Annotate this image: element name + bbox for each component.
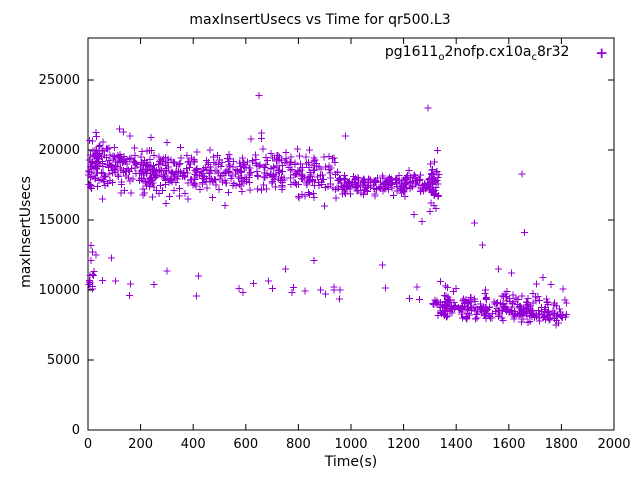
svg-text:400: 400 bbox=[181, 437, 206, 452]
svg-text:1600: 1600 bbox=[492, 437, 525, 452]
svg-text:800: 800 bbox=[286, 437, 311, 452]
svg-text:1200: 1200 bbox=[387, 437, 420, 452]
svg-text:5000: 5000 bbox=[47, 353, 80, 368]
chart-title: maxInsertUsecs vs Time for qr500.L3 bbox=[189, 12, 451, 28]
svg-text:0: 0 bbox=[72, 423, 80, 438]
legend-label: pg1611o2nofp.cx10ac8r32 bbox=[384, 44, 570, 63]
svg-text:1400: 1400 bbox=[440, 437, 473, 452]
svg-text:15000: 15000 bbox=[39, 213, 80, 228]
svg-text:25000: 25000 bbox=[39, 73, 80, 88]
svg-text:600: 600 bbox=[233, 437, 258, 452]
svg-text:200: 200 bbox=[128, 437, 153, 452]
y-axis-label: maxInsertUsecs bbox=[18, 176, 34, 288]
svg-text:2000: 2000 bbox=[597, 437, 630, 452]
svg-text:10000: 10000 bbox=[39, 283, 80, 298]
svg-text:1800: 1800 bbox=[545, 437, 578, 452]
legend: pg1611o2nofp.cx10ac8r32 + bbox=[385, 44, 608, 63]
svg-text:20000: 20000 bbox=[39, 143, 80, 158]
svg-text:0: 0 bbox=[84, 437, 92, 452]
svg-text:1000: 1000 bbox=[334, 437, 367, 452]
x-axis-label: Time(s) bbox=[324, 454, 378, 470]
legend-plus-marker-icon: + bbox=[595, 43, 608, 62]
